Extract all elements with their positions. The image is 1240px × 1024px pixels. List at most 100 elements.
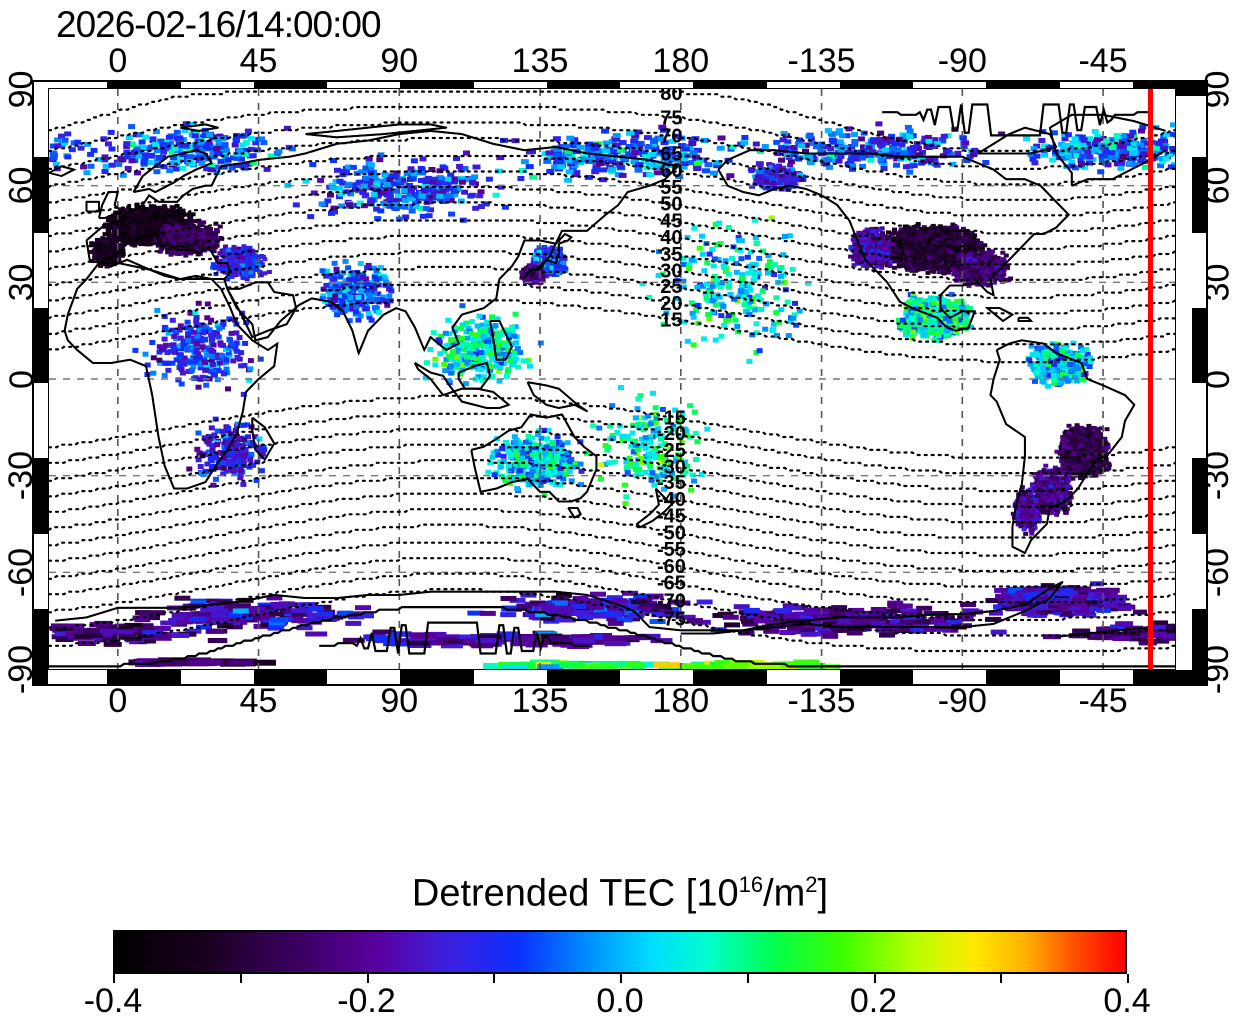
lon-tick-label: -45 [1078, 682, 1127, 721]
lon-tick-label: 0 [108, 42, 127, 81]
tec-pixel [157, 206, 163, 211]
tec-pixel [114, 234, 120, 239]
tec-pixel [105, 227, 111, 232]
tec-pixel [244, 277, 250, 282]
page-title: 2026-02-16/14:00:00 [56, 4, 382, 46]
tec-pixel [201, 234, 207, 239]
tec-pixel [129, 216, 135, 221]
tec-pixel [105, 218, 111, 222]
tec-pixel [205, 230, 211, 235]
map-border-checker [34, 82, 1206, 684]
lon-tick-label: 0 [108, 682, 127, 721]
tec-pixel [228, 256, 234, 261]
map-border-segment [839, 670, 913, 684]
tec-pixel [233, 262, 239, 267]
tec-pixel [117, 234, 123, 239]
tec-pixel [121, 212, 126, 216]
tec-pixel [160, 216, 166, 220]
tec-pixel [146, 238, 152, 242]
tec-pixel [131, 241, 137, 246]
lon-tick-label: 90 [380, 682, 418, 721]
tec-pixel [121, 208, 127, 213]
tec-pixel [106, 234, 112, 239]
tec-pixel [151, 211, 157, 216]
map-border-segment [34, 307, 48, 383]
map-border-segment [986, 670, 1060, 684]
tec-pixel [110, 225, 116, 230]
tec-pixel [190, 212, 196, 217]
map-border-segment [546, 670, 620, 684]
tec-pixel [189, 234, 195, 239]
tec-pixel [262, 257, 268, 262]
lon-tick-label: 45 [240, 682, 278, 721]
tec-pixel [133, 216, 139, 221]
tec-pixel [170, 209, 176, 214]
lon-tick-label: 180 [652, 42, 709, 81]
tec-pixel [183, 253, 189, 258]
tec-pixel [187, 212, 193, 217]
tec-pixel [238, 259, 244, 264]
map-frame: 80 75 70 65 60 55 50 45 40 35 30 25 20 15 -15 -20 -25 -30… [32, 80, 1208, 686]
tec-pixel [266, 270, 272, 274]
tec-pixel [138, 239, 144, 244]
lon-tick-label: -135 [788, 682, 856, 721]
tec-pixel [235, 249, 241, 254]
tec-pixel [229, 274, 235, 279]
tec-pixel [126, 205, 132, 210]
tec-pixel [163, 219, 169, 224]
tec-pixel [148, 239, 154, 243]
tec-pixel [134, 204, 140, 209]
tec-pixel [123, 230, 129, 235]
tec-pixel [138, 211, 144, 216]
tec-pixel [188, 219, 194, 223]
tec-pixel [240, 275, 246, 280]
tec-pixel [156, 209, 162, 214]
tec-pixel [231, 244, 237, 249]
tec-pixel [161, 210, 167, 214]
tec-pixel [165, 250, 171, 255]
tec-pixel [243, 270, 248, 275]
tec-pixel [197, 244, 203, 249]
tec-pixel [181, 236, 187, 241]
tec-pixel [222, 263, 228, 268]
tec-pixel [193, 232, 199, 237]
tec-pixel [160, 207, 166, 212]
lon-tick-label: -45 [1078, 42, 1127, 81]
tec-pixel [193, 219, 199, 224]
map-border-segment [1192, 157, 1206, 233]
tec-pixel [155, 219, 161, 224]
map-border-segment [1192, 307, 1206, 383]
tec-pixel [161, 204, 167, 209]
tec-pixel [146, 211, 152, 216]
tec-pixel [178, 215, 184, 220]
tec-pixel [133, 231, 139, 236]
tec-pixel [172, 235, 178, 240]
lon-tick-label: 180 [652, 682, 709, 721]
tec-pixel [129, 213, 135, 218]
tec-pixel [132, 243, 138, 248]
map-border-segment [34, 157, 48, 233]
tec-pixel [169, 205, 175, 210]
tec-pixel [148, 235, 154, 240]
tec-pixel [147, 242, 153, 247]
tec-pixel [217, 224, 223, 229]
tec-pixel [151, 204, 157, 209]
map-border-segment [1132, 670, 1206, 684]
tec-pixel [262, 271, 268, 276]
tec-pixel [213, 265, 219, 270]
tec-pixel [168, 233, 174, 238]
tec-pixel [151, 208, 157, 213]
tec-pixel [150, 241, 156, 246]
tec-pixel [246, 258, 252, 263]
tec-pixel [177, 212, 183, 217]
map-plot-area: 80 75 70 65 60 55 50 45 40 35 30 25 20 15 -15 -20 -25 -30… [48, 88, 1176, 670]
tec-pixel [180, 211, 186, 216]
tec-pixel [132, 211, 138, 216]
tec-pixel [212, 235, 218, 239]
tec-pixel [188, 215, 194, 220]
lon-tick-label: -90 [938, 42, 987, 81]
map-border-segment [107, 670, 181, 684]
tec-pixel [164, 224, 169, 228]
tec-pixel [102, 232, 108, 237]
